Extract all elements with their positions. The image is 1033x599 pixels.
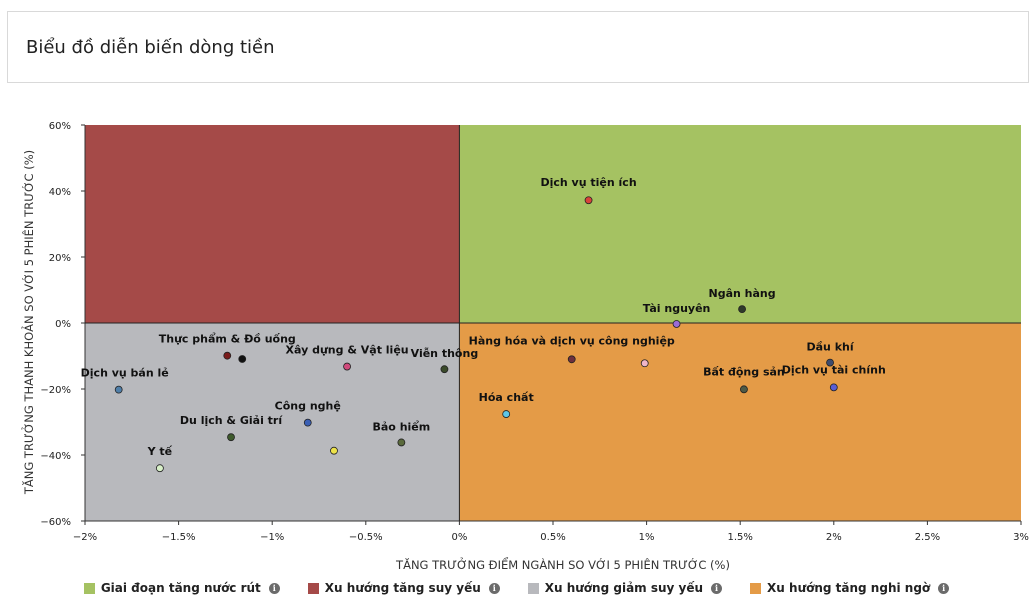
data-point[interactable] xyxy=(238,355,247,363)
x-tick-label: 1.5% xyxy=(727,532,752,543)
y-tick-label: 0% xyxy=(55,319,71,330)
x-axis-label: TĂNG TRƯỞNG ĐIỂM NGÀNH SO VỚI 5 PHIÊN TR… xyxy=(395,556,730,572)
data-point[interactable] xyxy=(672,320,681,328)
data-point-label: Bảo hiểm xyxy=(373,420,431,433)
data-point[interactable] xyxy=(829,383,838,392)
x-tick-label: 0.5% xyxy=(540,532,565,543)
data-point-label: Dịch vụ bán lẻ xyxy=(81,367,169,380)
data-point-label: Hàng hóa và dịch vụ công nghiệp xyxy=(469,334,675,347)
chart-legend: Giai đoạn tăng nước rút i Xu hướng tăng … xyxy=(0,579,1033,597)
legend-swatch-icon xyxy=(750,582,762,594)
data-point[interactable] xyxy=(584,196,593,205)
data-point[interactable] xyxy=(330,446,338,455)
legend-label: Giai đoạn tăng nước rút xyxy=(100,581,261,595)
legend-swatch-icon xyxy=(307,582,319,594)
data-point-label: Xây dựng & Vật liệu xyxy=(286,344,409,357)
y-axis-label: TĂNG TRƯỞNG THANH KHOẢN SO VỚI 5 PHIÊN T… xyxy=(20,150,36,495)
data-point[interactable] xyxy=(502,410,511,418)
data-point[interactable] xyxy=(440,365,449,374)
data-point[interactable] xyxy=(740,385,748,394)
quadrant-0 xyxy=(459,125,1021,323)
data-point-label: Du lịch & Giải trí xyxy=(180,414,283,427)
data-point[interactable] xyxy=(640,359,649,368)
legend-item-0[interactable]: Giai đoạn tăng nước rút i xyxy=(83,579,280,597)
legend-label: Xu hướng tăng nghi ngờ xyxy=(767,581,931,595)
legend-item-3[interactable]: Xu hướng tăng nghi ngờ i xyxy=(750,579,950,597)
y-tick-label: −60% xyxy=(40,517,71,528)
x-tick-label: −1.5% xyxy=(162,532,196,543)
data-point[interactable] xyxy=(155,464,164,473)
info-icon[interactable]: i xyxy=(488,582,500,594)
data-point[interactable] xyxy=(343,362,351,371)
data-point-label: Dịch vụ tiện ích xyxy=(540,176,636,189)
data-point-label: Công nghệ xyxy=(275,400,341,413)
y-tick-label: −40% xyxy=(40,451,71,462)
y-tick-label: 40% xyxy=(49,187,71,198)
legend-swatch-icon xyxy=(83,582,95,594)
chart-title-card: Biểu đồ diễn biến dòng tiền xyxy=(7,11,1029,83)
x-tick-label: 0% xyxy=(451,532,467,543)
quadrant-2 xyxy=(85,323,460,521)
data-point-label: Dầu khí xyxy=(806,341,854,354)
data-point-label: Viễn thông xyxy=(411,347,479,360)
legend-swatch-icon xyxy=(527,582,539,594)
scatter-chart: −2% −1.5% −1% −0.5% 0% 0.5% 1% 1.5% 2% 2.5% 3% 60% 4… xyxy=(20,121,1029,572)
data-point[interactable] xyxy=(114,385,123,394)
x-tick-label: 2.5% xyxy=(915,532,940,543)
x-tick-label: −1% xyxy=(260,532,284,543)
legend-item-1[interactable]: Xu hướng tăng suy yếu i xyxy=(307,579,500,597)
info-icon[interactable]: i xyxy=(938,582,950,594)
data-point-label: Ngân hàng xyxy=(709,287,776,300)
legend-label: Xu hướng giảm suy yếu xyxy=(544,581,704,595)
y-tick-label: 60% xyxy=(49,121,71,132)
data-point[interactable] xyxy=(223,351,232,360)
x-tick-label: 1% xyxy=(639,532,655,543)
data-point[interactable] xyxy=(738,305,746,314)
data-point[interactable] xyxy=(826,358,834,367)
quadrant-3 xyxy=(459,323,1021,521)
info-icon[interactable]: i xyxy=(711,582,723,594)
data-point-label: Tài nguyên xyxy=(643,302,711,315)
data-point[interactable] xyxy=(227,433,235,442)
data-point[interactable] xyxy=(397,438,406,447)
data-point[interactable] xyxy=(303,418,312,427)
data-point-label: Y tế xyxy=(147,445,173,458)
data-point-label: Dịch vụ tài chính xyxy=(782,363,886,376)
x-tick-label: 3% xyxy=(1013,532,1029,543)
data-point-label: Thực phẩm & Đồ uống xyxy=(159,333,296,346)
x-tick-label: 2% xyxy=(826,532,842,543)
legend-label: Xu hướng tăng suy yếu xyxy=(324,581,481,595)
quadrant-1 xyxy=(85,125,460,323)
x-tick-label: −0.5% xyxy=(349,532,383,543)
data-point[interactable] xyxy=(567,355,576,364)
page-title: Biểu đồ diễn biến dòng tiền xyxy=(26,37,275,58)
legend-item-2[interactable]: Xu hướng giảm suy yếu i xyxy=(527,579,723,597)
y-tick-label: −20% xyxy=(40,385,71,396)
data-point-label: Bất động sản xyxy=(703,365,785,378)
y-tick-label: 20% xyxy=(49,253,71,264)
info-icon[interactable]: i xyxy=(268,582,280,594)
data-point-label: Hóa chất xyxy=(479,391,534,404)
x-tick-label: −2% xyxy=(73,532,97,543)
